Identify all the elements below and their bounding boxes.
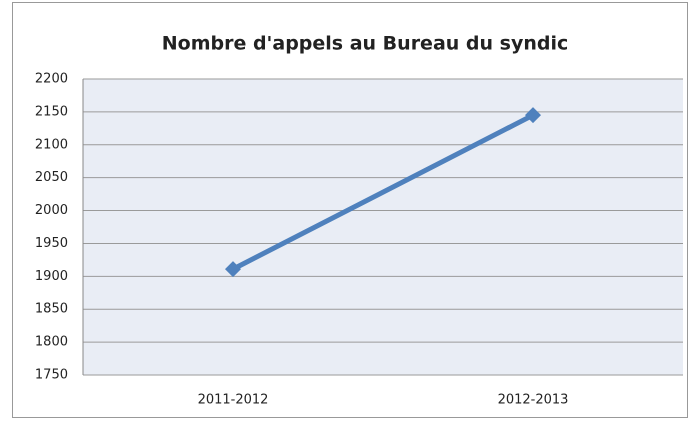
y-tick-label: 2150 [35,104,68,119]
y-tick-label: 1950 [35,236,68,251]
y-tick-label: 1850 [35,302,68,317]
y-tick-label: 2200 [35,72,68,87]
x-tick-label: 2012-2013 [498,393,569,408]
line [230,112,536,272]
marker [525,107,541,124]
y-tick-label: 1800 [35,335,68,350]
x-tick-label: 2011-2012 [198,393,269,408]
y-tick-label: 2100 [35,137,68,152]
marker [225,261,241,278]
y-tick-label: 1900 [35,269,68,284]
y-tick-label: 1750 [35,368,68,383]
y-tick-label: 2050 [35,170,68,185]
plot-area [83,79,683,375]
chart-title: Nombre d'appels au Bureau du syndic [162,33,569,55]
y-tick-label: 2000 [35,203,68,218]
